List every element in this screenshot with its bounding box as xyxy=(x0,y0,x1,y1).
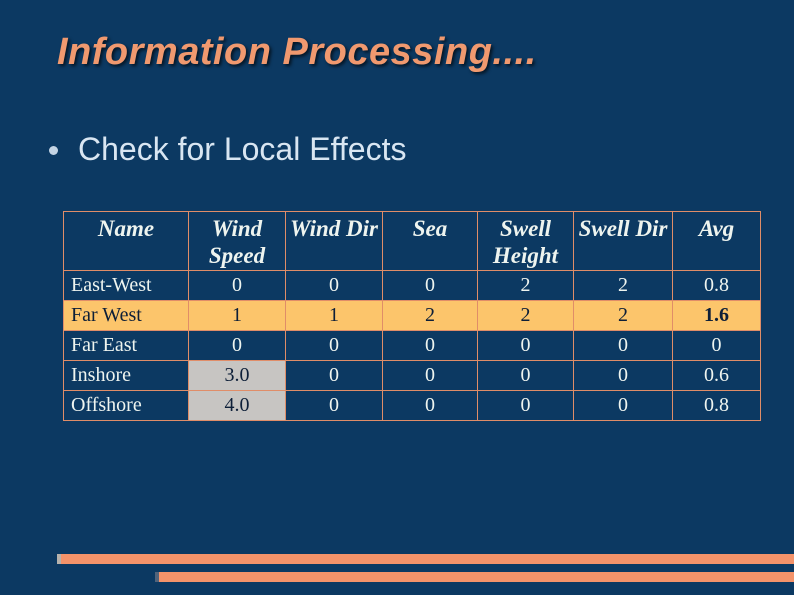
value-cell: 0.6 xyxy=(672,360,761,391)
column-header: Name xyxy=(63,211,189,271)
value-cell: 1 xyxy=(188,300,286,331)
value-cell: 4.0 xyxy=(188,390,286,421)
value-cell: 0 xyxy=(188,270,286,301)
bullet-item: Check for Local Effects xyxy=(49,128,406,171)
footer-stripe-1-cap xyxy=(57,554,61,564)
local-effects-table: Name Wind Speed Wind Dir Sea Swell Height Swe… xyxy=(63,211,761,421)
table-row: Inshore 3.0 0 0 0 0 0.6 xyxy=(63,360,761,391)
row-name-cell: Inshore xyxy=(63,360,189,391)
table-row: Far West 1 1 2 2 2 1.6 xyxy=(63,300,761,331)
row-name-cell: Far West xyxy=(63,300,189,331)
bullet-label: Check for Local Effects xyxy=(78,131,407,167)
column-header: Avg xyxy=(672,211,761,271)
column-header: Swell Height xyxy=(477,211,574,271)
value-cell: 0 xyxy=(672,330,761,361)
value-cell: 0 xyxy=(477,390,574,421)
value-cell: 1.6 xyxy=(672,300,761,331)
value-cell: 2 xyxy=(382,300,478,331)
value-cell: 2 xyxy=(573,300,673,331)
value-cell: 2 xyxy=(477,300,574,331)
table-row: East-West 0 0 0 2 2 0.8 xyxy=(63,270,761,301)
value-cell: 2 xyxy=(477,270,574,301)
value-cell: 0 xyxy=(573,390,673,421)
value-cell: 0 xyxy=(285,330,383,361)
row-name-cell: East-West xyxy=(63,270,189,301)
value-cell: 0 xyxy=(477,330,574,361)
bullet-icon xyxy=(49,146,58,155)
footer-stripe-2-cap xyxy=(155,572,159,582)
value-cell: 0 xyxy=(477,360,574,391)
value-cell: 0 xyxy=(285,390,383,421)
value-cell: 0.8 xyxy=(672,390,761,421)
value-cell: 3.0 xyxy=(188,360,286,391)
table-row: Offshore 4.0 0 0 0 0 0.8 xyxy=(63,390,761,421)
row-name-cell: Offshore xyxy=(63,390,189,421)
table-row: Far East 0 0 0 0 0 0 xyxy=(63,330,761,361)
page-title: Information Processing.... xyxy=(57,31,537,73)
row-name-cell: Far East xyxy=(63,330,189,361)
value-cell: 0 xyxy=(573,360,673,391)
value-cell: 0 xyxy=(573,330,673,361)
value-cell: 0 xyxy=(382,330,478,361)
footer-stripe-2 xyxy=(155,572,794,582)
value-cell: 0 xyxy=(382,360,478,391)
value-cell: 1 xyxy=(285,300,383,331)
column-header: Wind Dir xyxy=(285,211,383,271)
value-cell: 2 xyxy=(573,270,673,301)
value-cell: 0 xyxy=(382,270,478,301)
value-cell: 0 xyxy=(285,270,383,301)
column-header: Swell Dir xyxy=(573,211,673,271)
column-header: Wind Speed xyxy=(188,211,286,271)
footer-stripe-1 xyxy=(57,554,794,564)
column-header: Sea xyxy=(382,211,478,271)
value-cell: 0 xyxy=(285,360,383,391)
value-cell: 0 xyxy=(188,330,286,361)
table-header-row: Name Wind Speed Wind Dir Sea Swell Height Swe… xyxy=(63,211,761,271)
value-cell: 0.8 xyxy=(672,270,761,301)
value-cell: 0 xyxy=(382,390,478,421)
